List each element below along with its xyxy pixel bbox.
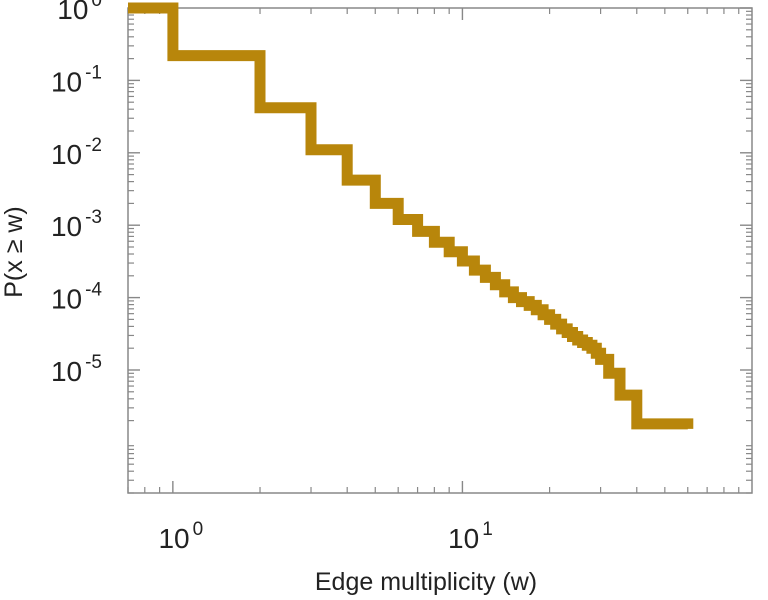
y-axis-label: P(x ≥ w) [0,206,28,298]
plot-frame [127,7,753,494]
y-tick-label: 10 -3 [51,207,102,242]
x-tick-label: 10 1 [448,519,493,554]
y-tick-label: 10 0 [57,0,102,25]
x-tick-label: 10 0 [158,519,203,554]
y-tick-label: 10 -2 [51,135,102,170]
y-tick-label: 10 -4 [51,280,102,315]
x-axis-label: Edge multiplicity (w) [315,568,537,596]
minor-ticks [127,8,752,494]
y-tick-label: 10 -5 [51,352,102,387]
series-line [128,2,694,430]
x-tick-labels: 10 0 10 1 [158,519,492,554]
y-tick-label: 10 -1 [51,62,102,97]
